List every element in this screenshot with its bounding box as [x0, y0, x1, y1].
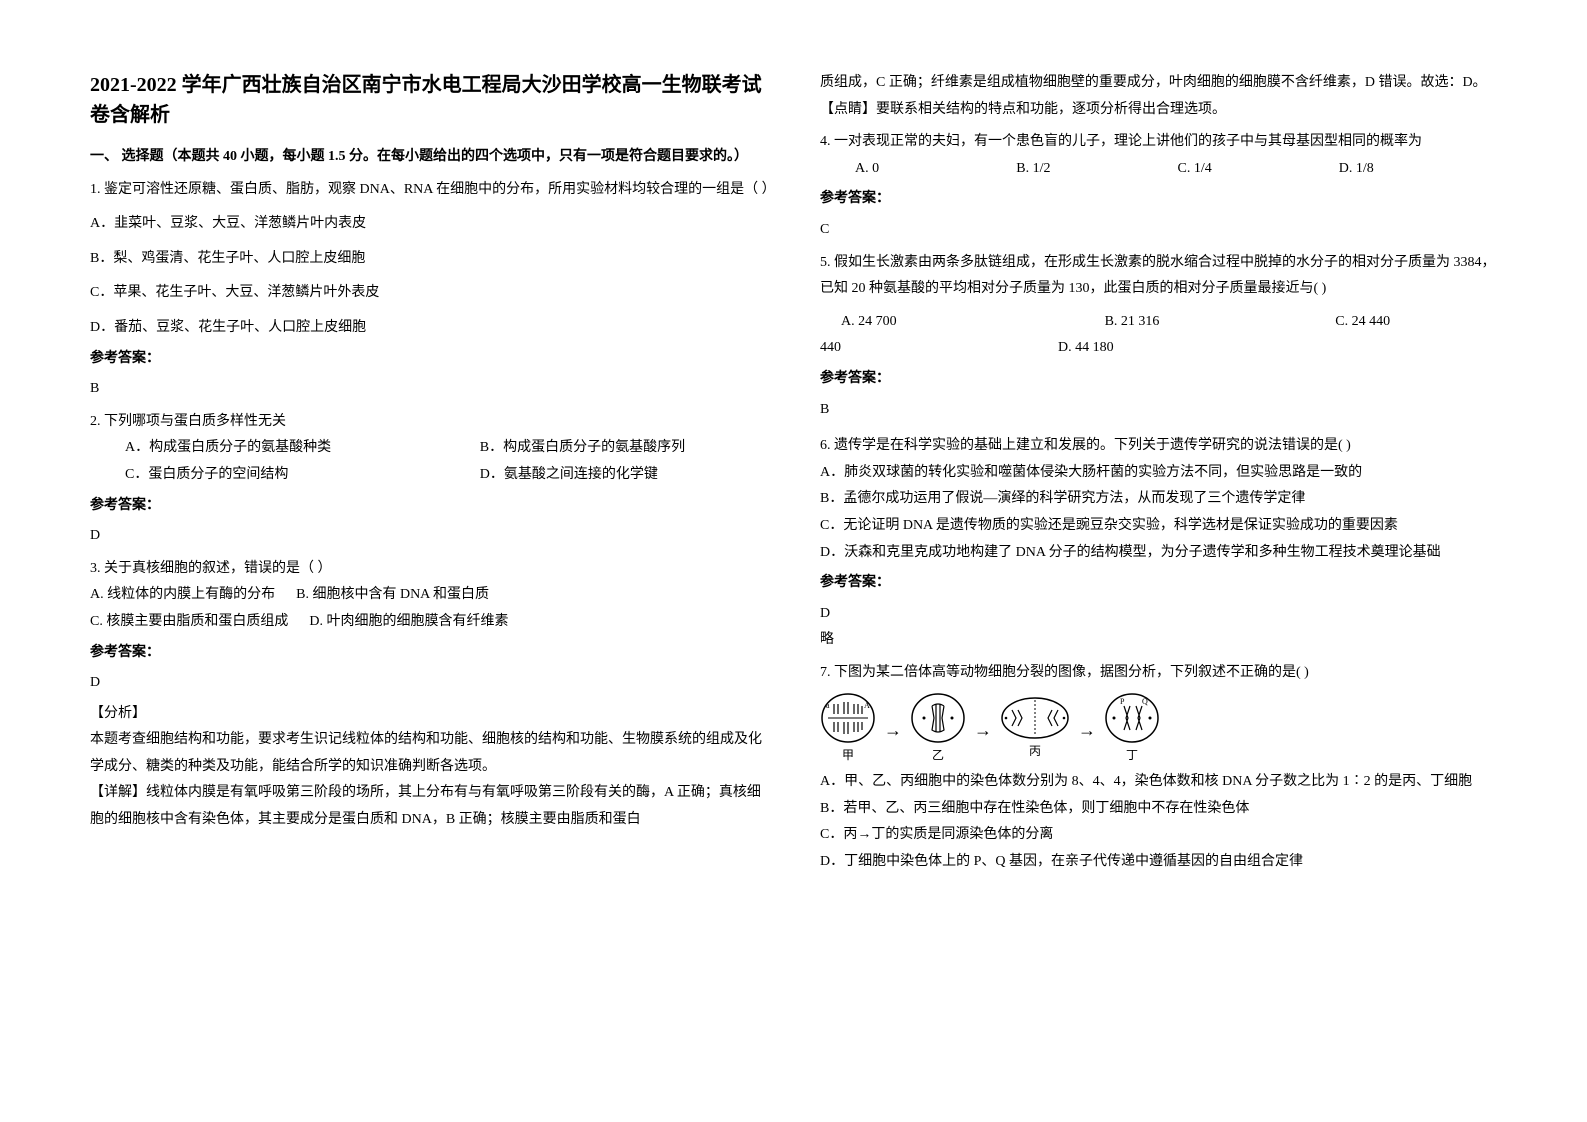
- q4-option-b: B. 1/2: [1016, 156, 1177, 183]
- q6-omit: 略: [820, 627, 1500, 654]
- q7-option-a: A．甲、乙、丙细胞中的染色体数分别为 8、4、4，染色体数和核 DNA 分子数之…: [820, 769, 1500, 796]
- q5-option-a: A. 24 700: [841, 309, 1105, 336]
- q3-analysis-body: 本题考查细胞结构和功能，要求考生识记线粒体的结构和功能、细胞核的结构和功能、生物…: [90, 727, 770, 780]
- q7-stem: 7. 下图为某二倍体高等动物细胞分裂的图像，据图分析，下列叙述不正确的是( ): [820, 660, 1500, 687]
- q1-option-b: B．梨、鸡蛋清、花生子叶、人口腔上皮细胞: [90, 246, 770, 273]
- svg-text:P: P: [1120, 697, 1125, 706]
- q6-option-c: C．无论证明 DNA 是遗传物质的实验还是豌豆杂交实验，科学选材是保证实验成功的…: [820, 513, 1500, 540]
- q7-option-d: D．丁细胞中染色体上的 P、Q 基因，在亲子代传递中遵循基因的自由组合定律: [820, 849, 1500, 876]
- q2-answer-label: 参考答案：: [90, 493, 770, 520]
- label-ding: 丁: [1126, 744, 1138, 767]
- q6-option-d: D．沃森和克里克成功地构建了 DNA 分子的结构模型，为分子遗传学和多种生物工程…: [820, 540, 1500, 567]
- q5-option-b: B. 21 316: [1105, 309, 1336, 336]
- q3-dianjing: 【点睛】要联系相关结构的特点和功能，逐项分析得出合理选项。: [820, 97, 1500, 124]
- q3-option-d: D. 叶肉细胞的细胞膜含有纤维素: [309, 614, 508, 629]
- q3-detail-continued: 质组成，C 正确；纤维素是组成植物细胞壁的重要成分，叶肉细胞的细胞膜不含纤维素，…: [820, 70, 1500, 97]
- q6-option-b: B．孟德尔成功运用了假说—演绎的科学研究方法，从而发现了三个遗传学定律: [820, 486, 1500, 513]
- q6-answer: D: [820, 601, 1500, 628]
- q7-option-c: C．丙→丁的实质是同源染色体的分离: [820, 822, 1500, 849]
- cell-jia: A a 甲: [820, 692, 876, 767]
- q2-option-d: D．氨基酸之间连接的化学键: [480, 462, 770, 489]
- q5-answer: B: [820, 397, 1500, 424]
- q5-option-d: D. 44 180: [1058, 335, 1500, 362]
- label-bing: 丙: [1029, 740, 1041, 763]
- cell-bing: 丙: [1000, 696, 1070, 763]
- q2-answer: D: [90, 523, 770, 550]
- arrow-icon: →: [884, 713, 902, 747]
- q3-answer-label: 参考答案：: [90, 640, 770, 667]
- q4-answer: C: [820, 217, 1500, 244]
- q2-stem: 2. 下列哪项与蛋白质多样性无关: [90, 409, 770, 436]
- q6-stem: 6. 遗传学是在科学实验的基础上建立和发展的。下列关于遗传学研究的说法错误的是(…: [820, 433, 1500, 460]
- q3-analysis-head: 【分析】: [90, 701, 770, 728]
- q3-option-a: A. 线粒体的内膜上有酶的分布: [90, 587, 275, 602]
- cell-ding: P Q 丁: [1104, 692, 1160, 767]
- label-jia: 甲: [842, 744, 854, 767]
- exam-title: 2021-2022 学年广西壮族自治区南宁市水电工程局大沙田学校高一生物联考试卷…: [90, 70, 770, 130]
- q6-answer-label: 参考答案：: [820, 570, 1500, 597]
- q4-option-a: A. 0: [855, 156, 1016, 183]
- q2-option-b: B．构成蛋白质分子的氨基酸序列: [480, 435, 770, 462]
- q6-option-a: A．肺炎双球菌的转化实验和噬菌体侵染大肠杆菌的实验方法不同，但实验思路是一致的: [820, 460, 1500, 487]
- q4-stem: 4. 一对表现正常的夫妇，有一个患色盲的儿子，理论上讲他们的孩子中与其母基因型相…: [820, 129, 1500, 156]
- left-column: 2021-2022 学年广西壮族自治区南宁市水电工程局大沙田学校高一生物联考试卷…: [90, 70, 770, 876]
- q3-detail: 【详解】线粒体内膜是有氧呼吸第三阶段的场所，其上分布有与有氧呼吸第三阶段有关的酶…: [90, 780, 770, 833]
- q2-option-c: C．蛋白质分子的空间结构: [125, 462, 480, 489]
- q1-option-c: C．苹果、花生子叶、大豆、洋葱鳞片叶外表皮: [90, 280, 770, 307]
- q1-answer: B: [90, 376, 770, 403]
- q3-answer: D: [90, 670, 770, 697]
- arrow-icon: →: [1078, 713, 1096, 747]
- q7-diagram: A a 甲 → 乙 →: [820, 692, 1500, 767]
- arrow-icon: →: [974, 713, 992, 747]
- svg-text:a: a: [826, 701, 830, 710]
- q5-answer-label: 参考答案：: [820, 366, 1500, 393]
- q5-option-c: C. 24 440: [1335, 309, 1500, 336]
- svg-text:A: A: [864, 701, 870, 710]
- q7-option-b: B．若甲、乙、丙三细胞中存在性染色体，则丁细胞中不存在性染色体: [820, 796, 1500, 823]
- q4-option-c: C. 1/4: [1178, 156, 1339, 183]
- svg-text:Q: Q: [1142, 697, 1148, 706]
- q5-stem: 5. 假如生长激素由两条多肽链组成，在形成生长激素的脱水缩合过程中脱掉的水分子的…: [820, 250, 1500, 303]
- q4-answer-label: 参考答案：: [820, 186, 1500, 213]
- q3-option-b: B. 细胞核中含有 DNA 和蛋白质: [296, 587, 489, 602]
- q3-stem: 3. 关于真核细胞的叙述，错误的是（ ）: [90, 556, 770, 583]
- q1-option-d: D．番茄、豆浆、花生子叶、人口腔上皮细胞: [90, 315, 770, 342]
- q4-option-d: D. 1/8: [1339, 156, 1500, 183]
- q1-stem: 1. 鉴定可溶性还原糖、蛋白质、脂肪，观察 DNA、RNA 在细胞中的分布，所用…: [90, 177, 770, 204]
- right-column: 质组成，C 正确；纤维素是组成植物细胞壁的重要成分，叶肉细胞的细胞膜不含纤维素，…: [820, 70, 1500, 876]
- q3-option-c: C. 核膜主要由脂质和蛋白质组成: [90, 614, 288, 629]
- q2-option-a: A．构成蛋白质分子的氨基酸种类: [125, 435, 480, 462]
- cell-yi: 乙: [910, 692, 966, 767]
- section-1-heading: 一、 选择题（本题共 40 小题，每小题 1.5 分。在每小题给出的四个选项中，…: [90, 144, 770, 171]
- label-yi: 乙: [932, 744, 944, 767]
- q1-answer-label: 参考答案：: [90, 346, 770, 373]
- q1-option-a: A．韭菜叶、豆浆、大豆、洋葱鳞片叶内表皮: [90, 211, 770, 238]
